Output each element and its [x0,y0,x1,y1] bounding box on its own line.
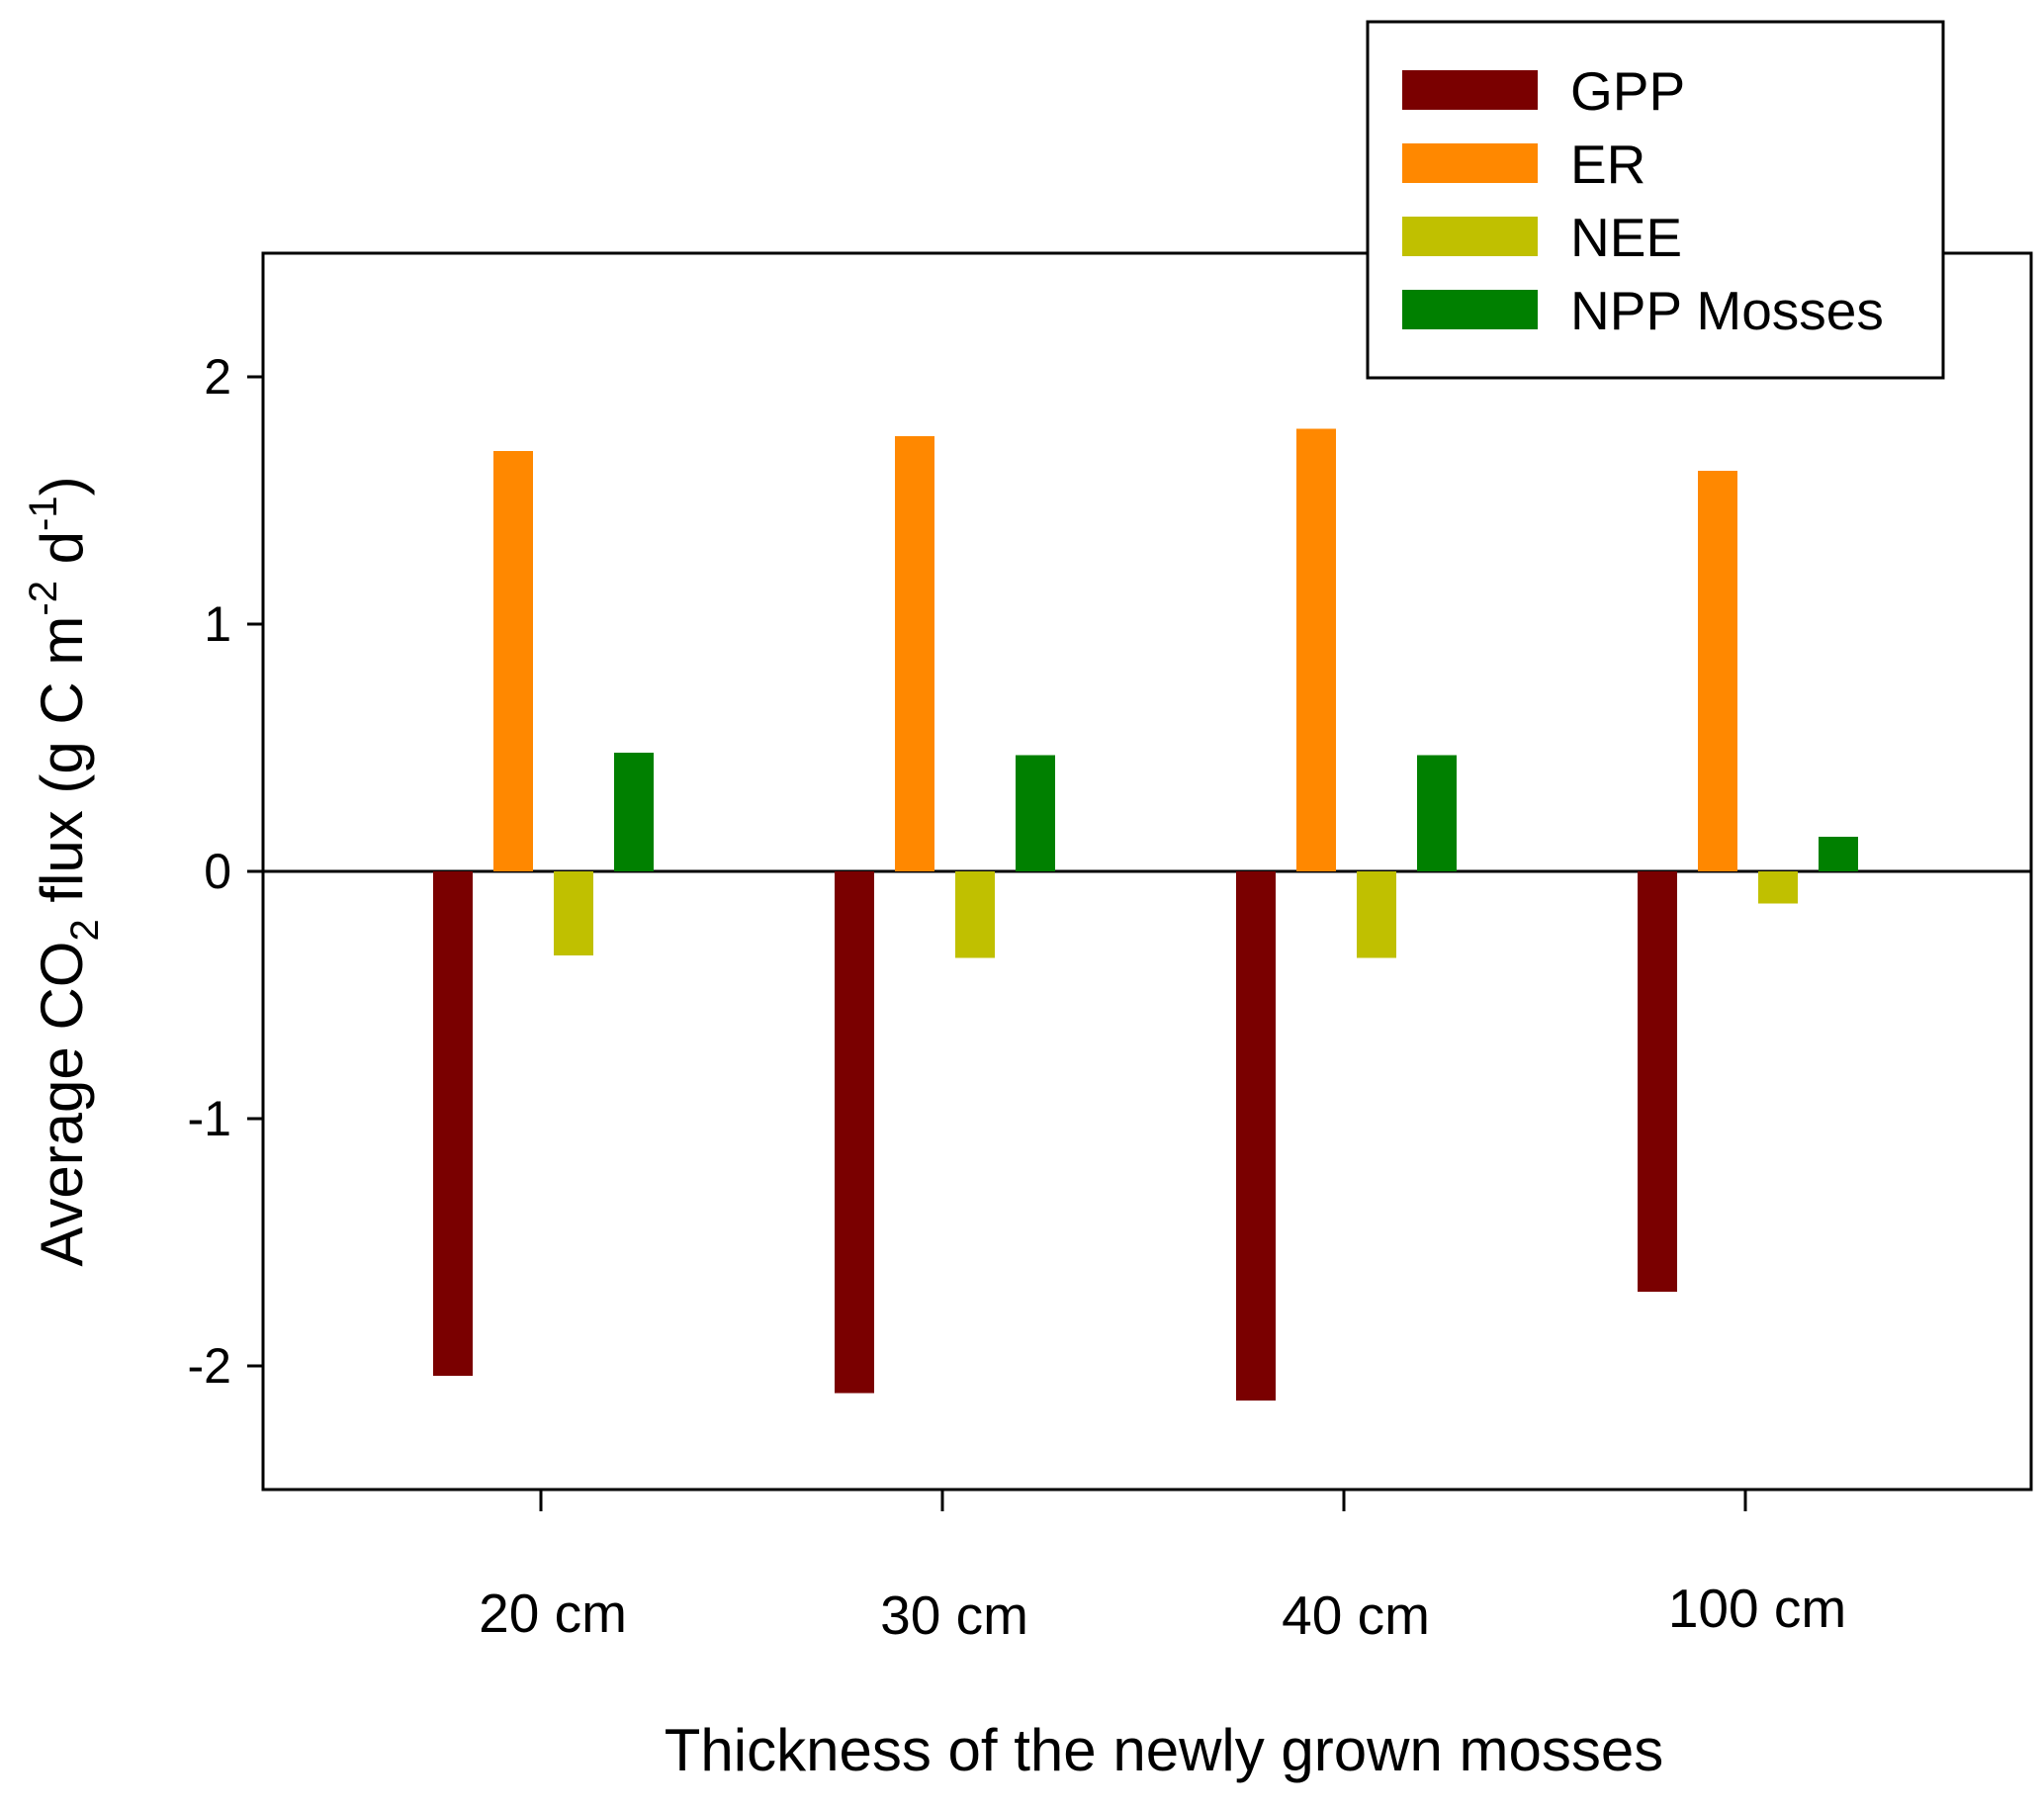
bar-gpp-3 [1638,871,1677,1292]
x-category-label: 40 cm [1282,1584,1430,1646]
y-tick-label: 0 [204,844,231,899]
x-axis: 20 cm 30 cm 40 cm 100 cm [479,1490,1846,1646]
bar-gpp-1 [835,871,874,1394]
bar-er-1 [895,436,934,871]
y-tick-label: 2 [204,349,231,405]
bar-nee-2 [1357,871,1396,958]
bar-npp-mosses-0 [614,753,654,871]
y-tick-label: 1 [204,596,231,652]
y-axis-title-subscript: 2 [63,919,107,941]
y-tick-label: -1 [188,1091,231,1146]
legend-label: ER [1570,134,1645,195]
legend-label: GPP [1570,60,1685,122]
y-axis-title-superscript-1: -2 [22,581,65,616]
y-axis: -2 -1 0 1 2 [188,349,263,1394]
x-category-label: 30 cm [880,1584,1028,1646]
x-category-label: 100 cm [1668,1578,1846,1639]
legend-swatch [1402,290,1538,329]
y-axis-title-suffix: ) [29,476,95,496]
legend-label: NEE [1570,207,1682,268]
bar-gpp-0 [433,871,473,1376]
y-axis-title: Average CO2 flux (g C m-2 d-1) [22,476,107,1266]
y-axis-title-middle: flux (g C m [29,616,95,920]
bar-er-2 [1296,428,1336,871]
legend-label: NPP Mosses [1570,280,1884,341]
bar-gpp-2 [1236,871,1276,1401]
y-axis-title-middle-2: d [29,531,95,581]
bar-er-0 [493,451,533,871]
bar-npp-mosses-3 [1819,837,1858,871]
x-category-label: 20 cm [479,1583,627,1644]
y-tick-label: -2 [188,1338,231,1394]
legend-swatch [1402,70,1538,110]
bar-npp-mosses-1 [1016,755,1055,871]
bar-nee-1 [955,871,995,958]
legend-swatch [1402,143,1538,183]
legend: GPP ER NEE NPP Mosses [1366,20,1945,380]
x-axis-title: Thickness of the newly grown mosses [665,1717,1663,1783]
bar-er-3 [1698,471,1737,871]
bars-layer [433,428,1858,1401]
legend-swatch [1402,217,1538,256]
bar-npp-mosses-2 [1417,755,1457,871]
y-axis-title-prefix: Average CO [29,942,95,1267]
bar-nee-0 [554,871,593,955]
bar-nee-3 [1758,871,1798,904]
y-axis-title-superscript-2: -1 [22,496,65,531]
